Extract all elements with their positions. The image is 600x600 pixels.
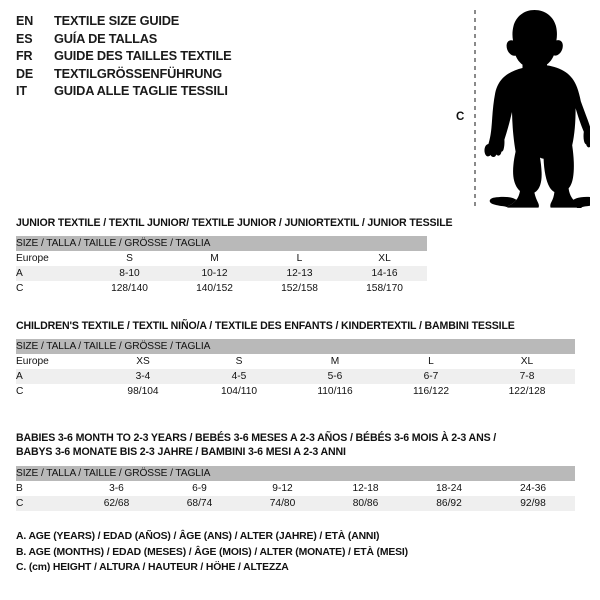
table-cell: 110/116 <box>287 384 383 399</box>
height-measure-label: C <box>456 111 465 123</box>
language-row-it: IT GUIDA ALLE TAGLIE TESSILI <box>16 82 396 100</box>
row-label: B <box>16 481 75 496</box>
table-row: C 98/104 104/110 110/116 116/122 122/128 <box>16 384 576 399</box>
legend-row-c: C. (cm) HEIGHT / ALTURA / HAUTEUR / HÖHE… <box>16 562 289 573</box>
table-cell: 8-10 <box>87 266 172 281</box>
toddler-silhouette-icon <box>484 10 590 208</box>
table-band-header: SIZE / TALLA / TAILLE / GRÖSSE / TAGLIA <box>16 339 576 354</box>
section-title-line1: BABIES 3-6 MONTH TO 2-3 YEARS / BEBÉS 3-… <box>16 432 497 444</box>
table-cell: 116/122 <box>383 384 479 399</box>
table-cell: 128/140 <box>87 281 172 296</box>
legend-row-b: B. AGE (MONTHS) / EDAD (MESES) / ÂGE (MO… <box>16 546 408 558</box>
language-title: TEXTILE SIZE GUIDE <box>54 13 180 28</box>
language-code: IT <box>16 84 27 98</box>
row-label: A <box>16 369 95 384</box>
table-cell: 68/74 <box>158 496 241 511</box>
table-cell: M <box>287 354 383 369</box>
language-title: GUIDE DES TAILLES TEXTILE <box>54 48 232 63</box>
language-code: ES <box>16 31 33 46</box>
row-label: Europe <box>16 354 95 369</box>
band-label: SIZE / TALLA / TAILLE / GRÖSSE / TAGLIA <box>16 236 428 251</box>
height-dashed-line <box>474 10 476 206</box>
table-cell: 140/152 <box>172 281 257 296</box>
junior-size-table: SIZE / TALLA / TAILLE / GRÖSSE / TAGLIA … <box>16 236 428 296</box>
table-cell: 122/128 <box>479 384 576 399</box>
section-title: JUNIOR TEXTILE / TEXTIL JUNIOR/ TEXTILE … <box>16 217 453 229</box>
table-cell: 14-16 <box>342 266 428 281</box>
table-cell: XS <box>95 354 191 369</box>
language-code: FR <box>16 49 33 63</box>
height-measure-figure: C <box>448 6 596 210</box>
row-label: A <box>16 266 87 281</box>
table-row: B 3-6 6-9 9-12 12-18 18-24 24-36 <box>16 481 576 496</box>
table-cell: 62/68 <box>75 496 158 511</box>
language-title: GUIDA ALLE TAGLIE TESSILI <box>54 83 228 98</box>
table-cell: S <box>87 251 172 266</box>
table-cell: 9-12 <box>241 481 324 496</box>
row-label: Europe <box>16 251 87 266</box>
language-title: GUÍA DE TALLAS <box>54 30 158 46</box>
table-cell: 12-13 <box>257 266 342 281</box>
table-band-header: SIZE / TALLA / TAILLE / GRÖSSE / TAGLIA <box>16 236 428 251</box>
table-cell: 6-9 <box>158 481 241 496</box>
table-cell: 10-12 <box>172 266 257 281</box>
table-cell: 12-18 <box>324 481 407 496</box>
table-cell: 5-6 <box>287 369 383 384</box>
table-cell: M <box>172 251 257 266</box>
language-code: DE <box>16 66 34 81</box>
section-title-line2: BABYS 3-6 MONATE BIS 2-3 JAHRE / BAMBINI… <box>16 446 346 458</box>
table-cell: 6-7 <box>383 369 479 384</box>
band-label: SIZE / TALLA / TAILLE / GRÖSSE / TAGLIA <box>16 466 576 481</box>
language-title-list: EN TEXTILE SIZE GUIDE ES GUÍA DE TALLAS … <box>16 12 396 100</box>
row-label: C <box>16 384 95 399</box>
table-row: Europe S M L XL <box>16 251 428 266</box>
table-cell: 18-24 <box>407 481 491 496</box>
band-label: SIZE / TALLA / TAILLE / GRÖSSE / TAGLIA <box>16 339 576 354</box>
table-row: C 62/68 68/74 74/80 80/86 86/92 92/98 <box>16 496 576 511</box>
children-size-table: SIZE / TALLA / TAILLE / GRÖSSE / TAGLIA … <box>16 339 576 399</box>
row-label: C <box>16 496 75 511</box>
language-row-en: EN TEXTILE SIZE GUIDE <box>16 12 396 30</box>
table-cell: XL <box>342 251 428 266</box>
table-row: A 3-4 4-5 5-6 6-7 7-8 <box>16 369 576 384</box>
table-cell: 4-5 <box>191 369 287 384</box>
table-cell: 152/158 <box>257 281 342 296</box>
table-cell: 80/86 <box>324 496 407 511</box>
table-row: C 128/140 140/152 152/158 158/170 <box>16 281 428 296</box>
language-title: TEXTILGRÖSSENFÜHRUNG <box>54 65 223 81</box>
language-row-fr: FR GUIDE DES TAILLES TEXTILE <box>16 47 396 65</box>
section-babies: BABIES 3-6 MONTH TO 2-3 YEARS / BEBÉS 3-… <box>16 431 576 511</box>
table-cell: S <box>191 354 287 369</box>
table-cell: 104/110 <box>191 384 287 399</box>
table-row: Europe XS S M L XL <box>16 354 576 369</box>
section-junior: JUNIOR TEXTILE / TEXTIL JUNIOR/ TEXTILE … <box>16 216 453 296</box>
table-cell: 24-36 <box>491 481 576 496</box>
table-band-header: SIZE / TALLA / TAILLE / GRÖSSE / TAGLIA <box>16 466 576 481</box>
language-row-de: DE TEXTILGRÖSSENFÜHRUNG <box>16 65 396 83</box>
table-cell: 86/92 <box>407 496 491 511</box>
legend-block: A. AGE (YEARS) / EDAD (AÑOS) / ÂGE (ANS)… <box>16 529 576 576</box>
table-cell: 92/98 <box>491 496 576 511</box>
table-cell: 158/170 <box>342 281 428 296</box>
language-code: EN <box>16 14 34 28</box>
table-row: A 8-10 10-12 12-13 14-16 <box>16 266 428 281</box>
section-title: CHILDREN'S TEXTILE / TEXTIL NIÑO/A / TEX… <box>16 320 515 332</box>
table-cell: 3-4 <box>95 369 191 384</box>
babies-size-table: SIZE / TALLA / TAILLE / GRÖSSE / TAGLIA … <box>16 466 576 511</box>
row-label: C <box>16 281 87 296</box>
table-cell: XL <box>479 354 576 369</box>
table-cell: L <box>257 251 342 266</box>
language-row-es: ES GUÍA DE TALLAS <box>16 30 396 48</box>
section-children: CHILDREN'S TEXTILE / TEXTIL NIÑO/A / TEX… <box>16 319 576 399</box>
table-cell: 74/80 <box>241 496 324 511</box>
legend-row-a: A. AGE (YEARS) / EDAD (AÑOS) / ÂGE (ANS)… <box>16 531 380 542</box>
table-cell: 98/104 <box>95 384 191 399</box>
table-cell: 3-6 <box>75 481 158 496</box>
table-cell: 7-8 <box>479 369 576 384</box>
table-cell: L <box>383 354 479 369</box>
